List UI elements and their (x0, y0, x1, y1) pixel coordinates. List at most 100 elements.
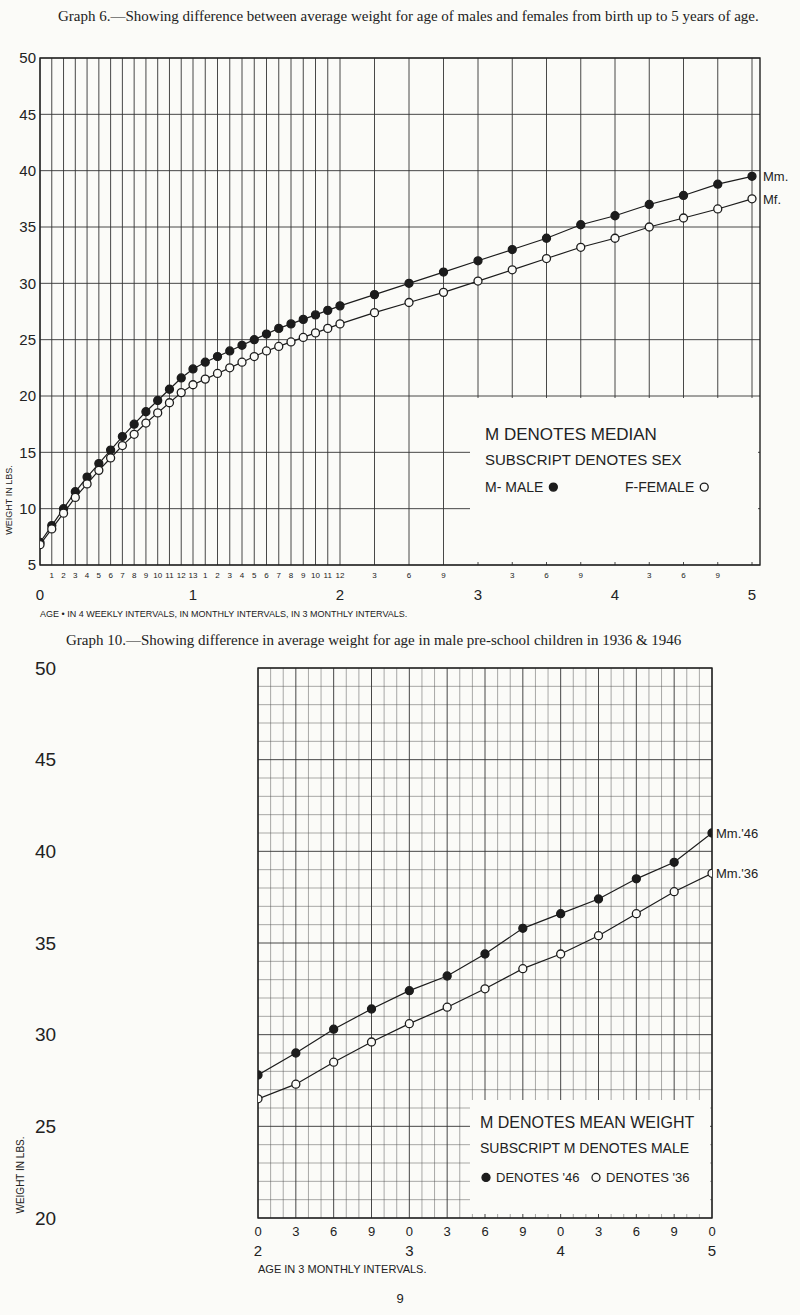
data-point (40, 541, 44, 549)
legend: M DENOTES MEAN WEIGHT SUBSCRIPT M DENOTES… (470, 1100, 710, 1214)
minor-grid (258, 668, 712, 1218)
data-point (154, 409, 162, 417)
data-point (611, 234, 619, 242)
data-point (238, 341, 246, 349)
grid-line (98, 58, 99, 565)
data-point (405, 1020, 413, 1028)
data-point (287, 338, 295, 346)
x-tick-label: 2 (61, 571, 66, 580)
data-point (118, 442, 126, 450)
legend-text: DENOTES '36 (606, 1170, 689, 1185)
data-point (405, 298, 413, 306)
data-point (226, 364, 234, 372)
data-point (336, 302, 344, 310)
x-tick-label: 12 (177, 571, 186, 580)
x-tick-label: 12 (336, 571, 345, 580)
data-point (577, 221, 585, 229)
series-line (40, 199, 752, 545)
x-tick-label: 6 (108, 571, 113, 580)
data-point (142, 419, 150, 427)
x-tick-label: 6 (481, 1224, 488, 1239)
x-tick-label: 4 (85, 571, 90, 580)
data-point (214, 369, 222, 377)
data (40, 172, 756, 548)
series-label: Mm.'36 (716, 866, 758, 881)
data-point (324, 324, 332, 332)
data-point (632, 875, 640, 883)
grid-line (40, 339, 760, 340)
x-tick-label: 6 (407, 571, 412, 580)
x-tick-label: 6 (330, 1224, 337, 1239)
plot-frame (40, 58, 760, 565)
x-axis-label: AGE • IN 4 WEEKLY INTERVALS, IN MONTHLY … (40, 609, 407, 619)
data-point (595, 932, 603, 940)
x-tick-label: 9 (144, 571, 149, 580)
data-point (118, 433, 126, 441)
series-label: Mm. (763, 169, 788, 184)
legend-text: M DENOTES MEAN WEIGHT (480, 1114, 694, 1131)
year-label: 5 (748, 586, 756, 603)
grid-line (217, 58, 218, 565)
data-point (275, 342, 283, 350)
y-tick-label: 35 (35, 933, 56, 954)
data-point (405, 279, 413, 287)
data-point (177, 374, 185, 382)
data-point (748, 195, 756, 203)
data-point (226, 347, 234, 355)
y-axis-label: WEIGHT IN LBS. (15, 1136, 26, 1213)
data-point (670, 858, 678, 866)
x-tick-label: 0 (254, 1224, 261, 1239)
data-point (595, 895, 603, 903)
data-point (405, 987, 413, 995)
legend-text: M DENOTES MEDIAN (485, 425, 657, 444)
data-point (189, 365, 197, 373)
y-tick-label: 45 (35, 749, 56, 770)
data-point (83, 480, 91, 488)
legend-text: SUBSCRIPT DENOTES SEX (485, 451, 681, 468)
data-point (680, 191, 688, 199)
grid-line (40, 396, 760, 397)
grid-line (63, 58, 64, 565)
legend-marker (482, 1173, 490, 1181)
grid-line (229, 58, 230, 565)
data-point (708, 829, 712, 837)
series-label: Mf. (763, 192, 781, 207)
legend-text: F-FEMALE (625, 479, 694, 495)
data-point (201, 358, 209, 366)
x-tick-label: 9 (579, 571, 584, 580)
y-tick-label: 5 (28, 556, 36, 573)
y-tick-label: 45 (19, 106, 36, 123)
caption: Graph 6.—Showing difference between aver… (22, 6, 782, 26)
series-line (40, 176, 752, 542)
data-point (474, 277, 482, 285)
y-tick-label: 25 (19, 331, 36, 348)
legend-text: SUBSCRIPT M DENOTES MALE (480, 1140, 689, 1156)
data-point (440, 288, 448, 296)
series-label: Mm.'46 (716, 826, 758, 841)
legend-text: DENOTES '46 (496, 1170, 579, 1185)
x-tick-label: 9 (301, 571, 306, 580)
grid-line (254, 58, 255, 565)
x-tick-label: 3 (647, 571, 652, 580)
data-point (165, 385, 173, 393)
x-tick-label: 5 (252, 571, 257, 580)
grid-line (40, 283, 760, 284)
data-point (250, 353, 258, 361)
x-tick-label: 0 (557, 1224, 564, 1239)
data-point (142, 408, 150, 416)
y-tick-label: 30 (19, 275, 36, 292)
x-tick-label: 6 (633, 1224, 640, 1239)
data-point (371, 291, 379, 299)
x-tick-label: 7 (120, 571, 125, 580)
data-point (508, 246, 516, 254)
data-point (611, 212, 619, 220)
grid-line (145, 58, 146, 565)
data-point (275, 324, 283, 332)
grid-line (291, 58, 292, 565)
x-tick-label: 3 (228, 571, 233, 580)
data-point (312, 311, 320, 319)
data-point (250, 336, 258, 344)
x-tick-label: 8 (132, 571, 137, 580)
grid-line (303, 58, 304, 565)
year-label: 0 (36, 586, 44, 603)
